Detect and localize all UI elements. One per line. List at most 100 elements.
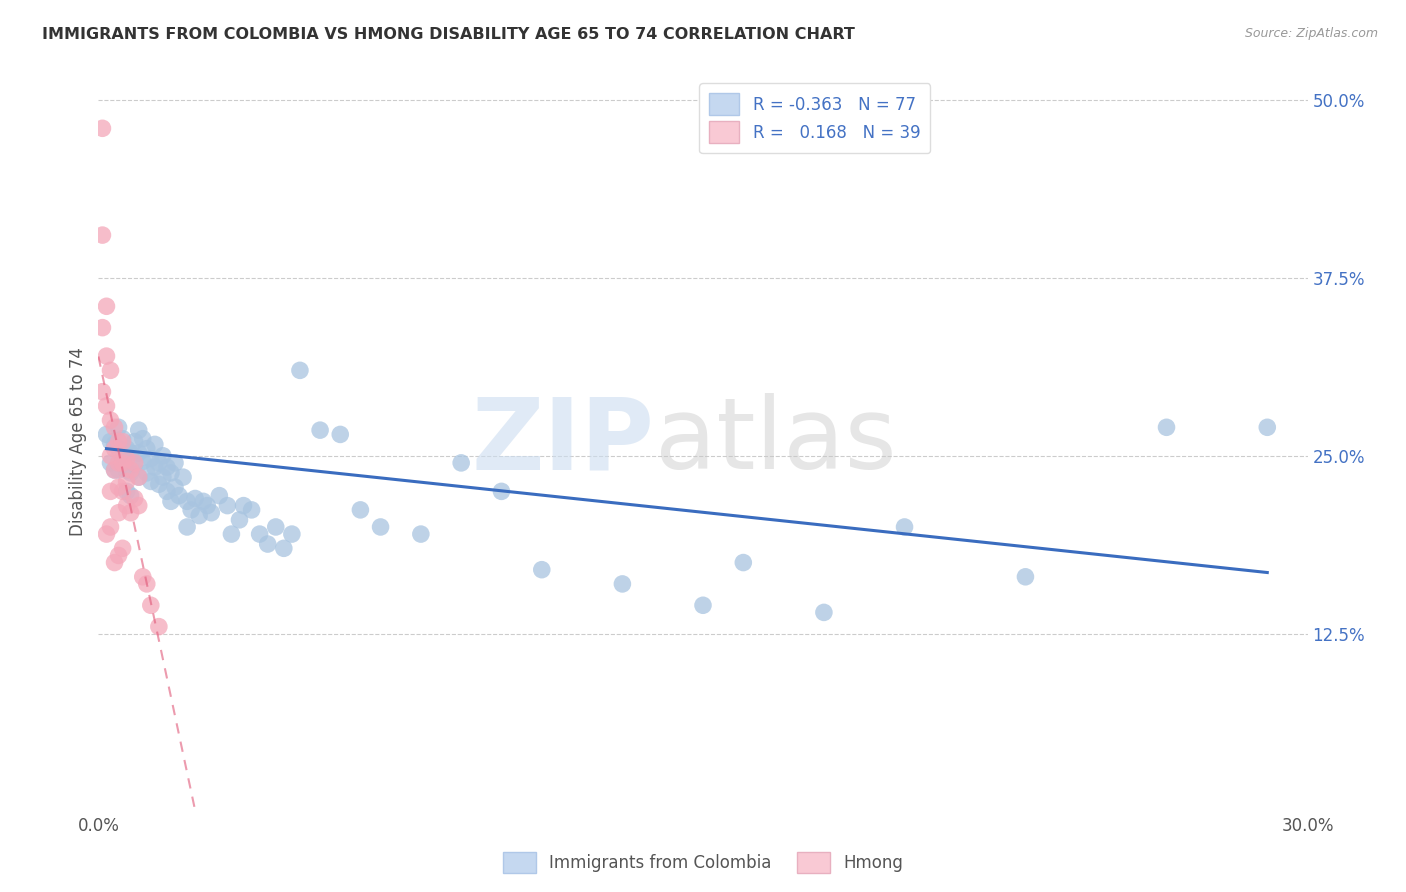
Point <box>733 556 755 570</box>
Point <box>143 460 166 475</box>
Point <box>107 549 129 563</box>
Point <box>135 442 157 456</box>
Point <box>91 121 114 136</box>
Point <box>176 494 198 508</box>
Point <box>107 420 129 434</box>
Point <box>107 463 129 477</box>
Point <box>370 520 392 534</box>
Point <box>128 423 150 437</box>
Point <box>176 520 198 534</box>
Point <box>491 484 513 499</box>
Text: atlas: atlas <box>655 393 896 490</box>
Point <box>115 484 138 499</box>
Point <box>128 470 150 484</box>
Point <box>228 513 250 527</box>
Point <box>1014 570 1036 584</box>
Point <box>96 399 118 413</box>
Point <box>120 489 142 503</box>
Point <box>1156 420 1178 434</box>
Point <box>103 442 125 456</box>
Point <box>124 491 146 506</box>
Point <box>163 480 186 494</box>
Point <box>103 420 125 434</box>
Point <box>100 363 122 377</box>
Point <box>103 556 125 570</box>
Point <box>167 489 190 503</box>
Point <box>152 470 174 484</box>
Point <box>100 456 122 470</box>
Point <box>100 413 122 427</box>
Point <box>111 456 134 470</box>
Point <box>273 541 295 556</box>
Point <box>163 456 186 470</box>
Point <box>143 437 166 451</box>
Point <box>329 427 352 442</box>
Point <box>1256 420 1278 434</box>
Point <box>120 466 142 480</box>
Point <box>91 320 114 334</box>
Point <box>264 520 287 534</box>
Point <box>240 503 263 517</box>
Point <box>120 463 142 477</box>
Point <box>107 480 129 494</box>
Point <box>111 451 134 466</box>
Point <box>148 619 170 633</box>
Point <box>139 451 162 466</box>
Point <box>132 570 155 584</box>
Text: IMMIGRANTS FROM COLOMBIA VS HMONG DISABILITY AGE 65 TO 74 CORRELATION CHART: IMMIGRANTS FROM COLOMBIA VS HMONG DISABI… <box>42 27 855 42</box>
Point <box>115 451 138 466</box>
Point <box>135 466 157 480</box>
Point <box>132 454 155 468</box>
Point <box>91 228 114 243</box>
Point <box>249 527 271 541</box>
Y-axis label: Disability Age 65 to 74: Disability Age 65 to 74 <box>69 347 87 536</box>
Point <box>124 434 146 449</box>
Point <box>111 541 134 556</box>
Point <box>100 434 122 449</box>
Point <box>184 491 207 506</box>
Point <box>160 466 183 480</box>
Point <box>135 577 157 591</box>
Point <box>180 503 202 517</box>
Point <box>208 489 231 503</box>
Point <box>160 494 183 508</box>
Point <box>124 456 146 470</box>
Point <box>120 506 142 520</box>
Point <box>152 449 174 463</box>
Point <box>107 506 129 520</box>
Point <box>107 456 129 470</box>
Point <box>612 577 634 591</box>
Point <box>217 499 239 513</box>
Point <box>120 446 142 460</box>
Point <box>107 442 129 456</box>
Point <box>91 384 114 399</box>
Legend: R = -0.363   N = 77, R =   0.168   N = 39: R = -0.363 N = 77, R = 0.168 N = 39 <box>700 83 931 153</box>
Point <box>309 423 332 437</box>
Point <box>281 527 304 541</box>
Point <box>256 537 278 551</box>
Point <box>100 449 122 463</box>
Point <box>115 499 138 513</box>
Point <box>128 446 150 460</box>
Point <box>96 299 118 313</box>
Point <box>111 484 134 499</box>
Point <box>288 363 311 377</box>
Point <box>124 458 146 472</box>
Point <box>100 484 122 499</box>
Point <box>156 484 179 499</box>
Point <box>115 442 138 456</box>
Point <box>103 437 125 451</box>
Legend: Immigrants from Colombia, Hmong: Immigrants from Colombia, Hmong <box>496 846 910 880</box>
Point <box>156 460 179 475</box>
Point <box>139 475 162 489</box>
Point <box>195 499 218 513</box>
Point <box>530 563 553 577</box>
Point <box>107 434 129 449</box>
Point <box>188 508 211 523</box>
Text: Source: ZipAtlas.com: Source: ZipAtlas.com <box>1244 27 1378 40</box>
Point <box>128 499 150 513</box>
Point <box>96 349 118 363</box>
Point <box>148 477 170 491</box>
Point <box>692 599 714 613</box>
Point <box>111 432 134 446</box>
